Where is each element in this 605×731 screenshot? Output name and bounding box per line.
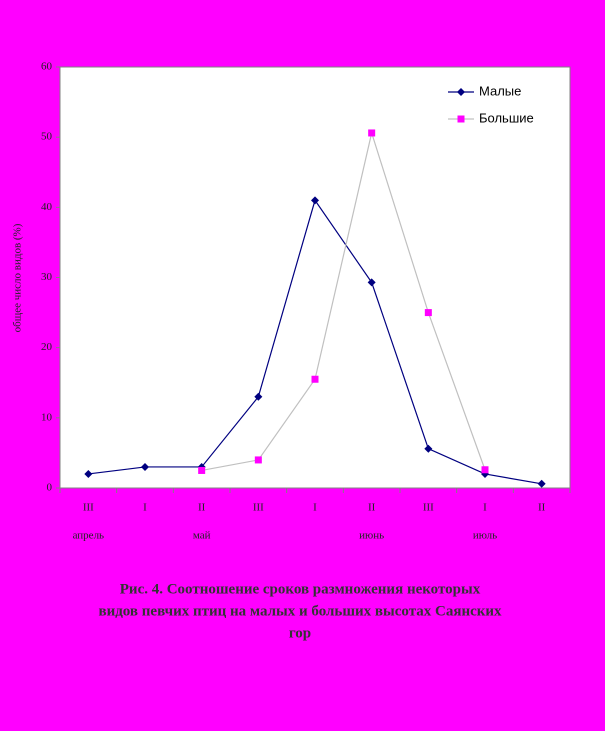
y-tick-label: 40	[41, 201, 53, 213]
month-label: апрель	[73, 530, 105, 542]
series-line	[201, 130, 486, 472]
marker	[141, 462, 149, 471]
x-tick-label: III	[423, 502, 434, 514]
marker	[84, 469, 93, 478]
x-tick-label: II	[198, 502, 206, 514]
marker	[311, 196, 319, 205]
caption: видов певчих птиц на малых и больших выс…	[98, 603, 502, 619]
x-tick-label: II	[368, 502, 376, 514]
plot-area	[59, 66, 571, 489]
marker	[254, 392, 263, 401]
x-tick-label: III	[253, 502, 264, 514]
y-tick-label: 30	[41, 271, 53, 283]
x-tick-label: I	[483, 502, 487, 514]
x-tick-label: I	[313, 502, 317, 514]
y-tick-label: 10	[41, 411, 53, 423]
legend-marker	[457, 88, 465, 96]
marker	[481, 466, 489, 474]
marker	[424, 309, 432, 317]
legend-marker	[457, 115, 465, 123]
y-tick-label: 50	[41, 131, 53, 143]
marker	[424, 444, 433, 453]
marker	[367, 278, 376, 287]
caption: Рис. 4. Соотношение сроков размножения н…	[120, 581, 481, 597]
marker	[198, 466, 206, 474]
legend-label: Малые	[479, 83, 521, 98]
y-axis-label: общее число видов (%)	[12, 223, 24, 332]
x-tick-label: I	[143, 502, 147, 514]
month-label: июнь	[359, 530, 384, 542]
y-tick-label: 20	[41, 341, 53, 353]
caption: гор	[289, 625, 311, 641]
y-tick-label: 0	[47, 482, 53, 494]
marker	[254, 456, 262, 464]
marker	[368, 129, 376, 137]
marker	[311, 375, 319, 383]
month-label: июль	[473, 530, 497, 542]
x-tick-label: III	[83, 502, 94, 514]
y-tick-label: 60	[41, 61, 53, 73]
legend-label: Большие	[479, 110, 534, 125]
x-tick-label: II	[538, 502, 546, 514]
month-label: май	[193, 530, 211, 542]
marker	[537, 479, 546, 488]
